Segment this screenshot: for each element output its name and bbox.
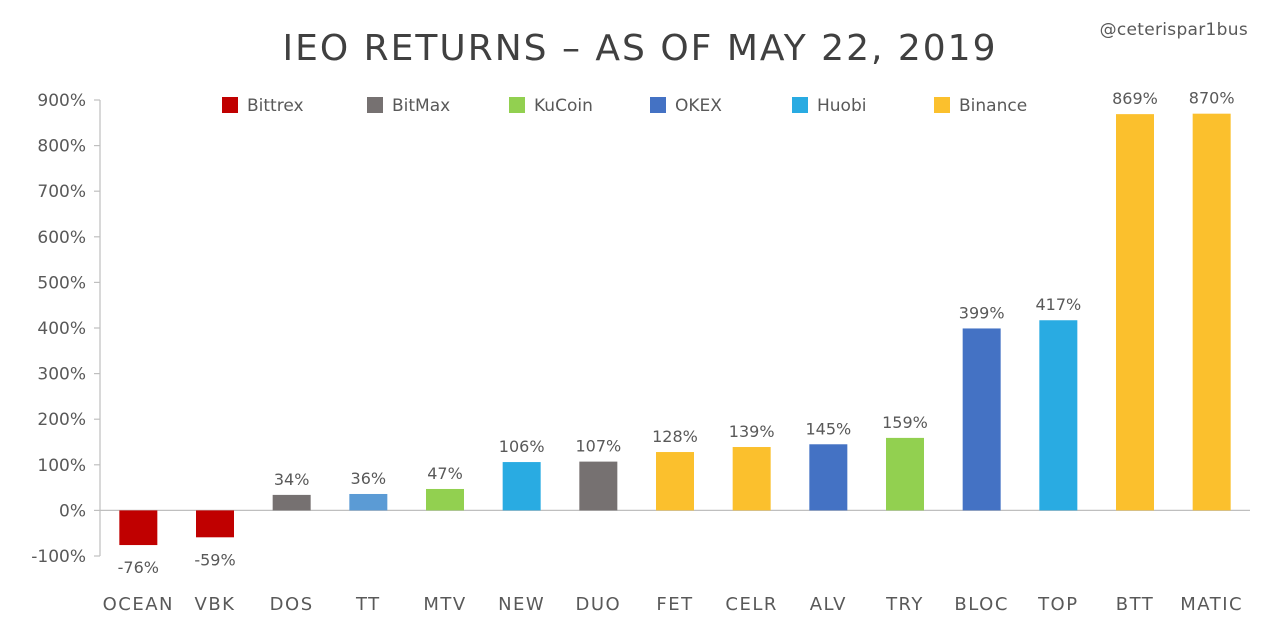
data-label-ocean: -76% [118,558,159,577]
data-label-celr: 139% [729,422,775,441]
x-tick-label-mtv: MTV [423,594,466,615]
legend-label-kucoin: KuCoin [534,96,593,116]
x-tick-label-top: TOP [1037,594,1079,615]
y-tick-label: 800% [37,137,86,157]
bar-dos [272,494,311,511]
data-label-new: 106% [499,437,545,456]
legend-label-binance: Binance [959,96,1027,116]
legend-swatch-kucoin [509,97,525,113]
bar-matic [1192,113,1231,511]
chart-title: IEO RETURNS – AS OF MAY 22, 2019 [282,28,998,69]
x-tick-label-bloc: BLOC [954,594,1008,615]
x-tick-label-new: NEW [498,594,545,615]
bar-vbk [196,510,234,538]
data-label-tt: 36% [351,469,387,488]
y-tick-label: 700% [37,182,86,202]
x-tick-label-duo: DUO [575,594,621,615]
legend-swatch-bittrex [222,97,238,113]
x-tick-label-fet: FET [656,594,693,615]
data-label-fet: 128% [652,427,698,446]
legend-swatch-bitmax [367,97,383,113]
x-tick-label-tt: TT [355,594,381,615]
x-tick-label-btt: BTT [1116,594,1155,615]
data-label-duo: 107% [575,437,621,456]
data-label-btt: 869% [1112,89,1158,108]
y-tick-label: 400% [37,319,86,339]
legend-swatch-okex [650,97,666,113]
data-label-alv: 145% [805,419,851,438]
bar-top [1039,320,1078,511]
legend: Bittrex BitMax KuCoin OKEX Huobi Binance [222,96,1027,116]
x-tick-label-ocean: OCEAN [103,594,174,615]
x-tick-label-alv: ALV [810,594,847,615]
legend-swatch-binance [934,97,950,113]
x-tick-label-dos: DOS [270,594,314,615]
y-tick-label: 300% [37,365,86,385]
legend-label-bitmax: BitMax [392,96,450,116]
legend-label-bittrex: Bittrex [247,96,304,116]
data-label-mtv: 47% [427,464,463,483]
data-label-try: 159% [882,413,928,432]
x-tick-label-matic: MATIC [1180,594,1243,615]
data-label-matic: 870% [1189,89,1235,108]
x-tick-label-try: TRY [885,594,924,615]
bar-tt [349,493,388,511]
bar-try [886,437,924,511]
y-tick-label: -100% [31,547,86,567]
bar-mtv [426,488,464,511]
bar-duo [579,461,618,511]
bar-new [502,462,541,511]
bar-ocean [119,510,158,546]
y-tick-label: 900% [37,91,86,111]
bar-celr [732,447,771,511]
x-tick-label-vbk: VBK [195,594,236,615]
credit-handle: @ceterispar1bus [1099,20,1248,40]
legend-swatch-huobi [792,97,808,113]
x-tick-label-celr: CELR [725,594,777,615]
data-label-vbk: -59% [194,550,235,569]
data-label-top: 417% [1035,295,1081,314]
y-tick-label: 0% [59,501,86,521]
data-label-dos: 34% [274,470,310,489]
y-tick-label: 200% [37,410,86,430]
y-tick-label: 100% [37,456,86,476]
bar-bloc [962,328,1001,511]
bar-fet [656,452,694,511]
bars: -76% OCEAN -59% VBK 34% DOS 36% TT 47% MTV 106% NEW… [103,89,1243,615]
y-tick-label: 500% [37,273,86,293]
y-tick-label: 600% [37,228,86,248]
bar-btt [1116,114,1154,511]
y-axis: -100% 0% 100% 200% 300% 400% 500% 600% 700% 800% 9… [31,91,1250,567]
bar-alv [809,444,848,511]
legend-label-okex: OKEX [675,96,722,116]
data-label-bloc: 399% [959,303,1005,322]
legend-label-huobi: Huobi [817,96,866,116]
